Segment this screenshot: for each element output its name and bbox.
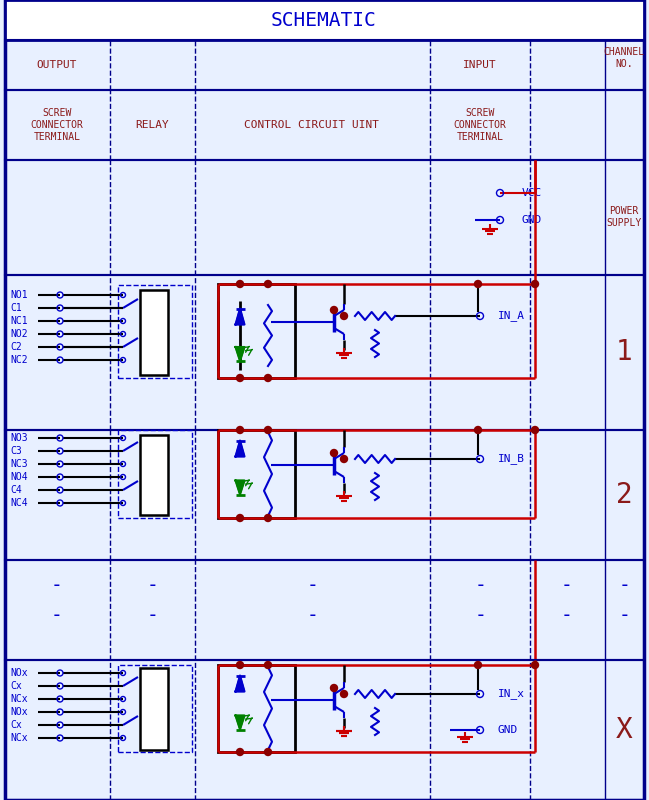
- Text: NCx: NCx: [10, 733, 28, 743]
- Circle shape: [532, 662, 539, 669]
- Circle shape: [236, 514, 243, 522]
- Polygon shape: [236, 347, 245, 361]
- Circle shape: [265, 514, 271, 522]
- Text: IN_A: IN_A: [498, 310, 525, 322]
- Text: CHANNEL
NO.: CHANNEL NO.: [604, 47, 644, 69]
- Text: NC1: NC1: [10, 316, 28, 326]
- Text: NC2: NC2: [10, 355, 28, 365]
- Text: 1: 1: [616, 338, 632, 366]
- Circle shape: [265, 374, 271, 382]
- Circle shape: [236, 374, 243, 382]
- Text: C3: C3: [10, 446, 22, 456]
- Bar: [118, 285, 192, 378]
- Text: OUTPUT: OUTPUT: [37, 60, 77, 70]
- Text: C4: C4: [10, 485, 22, 495]
- Circle shape: [532, 281, 539, 287]
- Circle shape: [341, 313, 347, 319]
- Text: -: -: [146, 575, 158, 594]
- Text: Cx: Cx: [10, 720, 22, 730]
- Circle shape: [474, 662, 482, 669]
- Circle shape: [265, 281, 271, 287]
- Text: GND: GND: [498, 725, 519, 735]
- Text: -: -: [618, 606, 630, 625]
- Polygon shape: [236, 441, 245, 457]
- Text: X: X: [616, 716, 632, 744]
- Bar: [5, 90, 644, 160]
- Text: -: -: [474, 606, 486, 625]
- Text: NC4: NC4: [10, 498, 28, 508]
- Bar: [5, 40, 644, 90]
- Circle shape: [474, 281, 482, 287]
- Circle shape: [236, 281, 243, 287]
- Circle shape: [341, 690, 347, 698]
- Circle shape: [330, 450, 337, 457]
- Circle shape: [265, 662, 271, 669]
- Circle shape: [330, 685, 337, 691]
- Bar: [5, 160, 644, 275]
- Bar: [5, 560, 644, 660]
- Bar: [5, 275, 644, 430]
- Text: IN_x: IN_x: [498, 689, 525, 699]
- Text: NOx: NOx: [10, 707, 28, 717]
- Text: IN_B: IN_B: [498, 454, 525, 465]
- Text: SCREW
CONNECTOR
TERMINAL: SCREW CONNECTOR TERMINAL: [454, 108, 506, 142]
- Text: Cx: Cx: [10, 681, 22, 691]
- Text: -: -: [306, 606, 318, 625]
- Polygon shape: [236, 481, 245, 494]
- Text: NO3: NO3: [10, 433, 28, 443]
- Text: SCHEMATIC: SCHEMATIC: [271, 10, 377, 30]
- Circle shape: [474, 426, 482, 434]
- Text: SCREW
CONNECTOR
TERMINAL: SCREW CONNECTOR TERMINAL: [31, 108, 84, 142]
- Bar: [5, 430, 644, 560]
- Text: CONTROL CIRCUIT UINT: CONTROL CIRCUIT UINT: [245, 120, 380, 130]
- Text: NO2: NO2: [10, 329, 28, 339]
- Bar: [218, 665, 295, 752]
- Bar: [218, 284, 295, 378]
- Text: NO1: NO1: [10, 290, 28, 300]
- Text: NC3: NC3: [10, 459, 28, 469]
- Polygon shape: [236, 675, 245, 691]
- Text: GND: GND: [522, 215, 543, 225]
- Text: POWER
SUPPLY: POWER SUPPLY: [606, 206, 642, 228]
- Text: -: -: [51, 575, 63, 594]
- Text: -: -: [561, 606, 573, 625]
- Circle shape: [265, 426, 271, 434]
- Text: 2: 2: [616, 481, 632, 509]
- Bar: [118, 665, 192, 752]
- Text: -: -: [561, 575, 573, 594]
- Text: -: -: [146, 606, 158, 625]
- Circle shape: [532, 426, 539, 434]
- Text: RELAY: RELAY: [135, 120, 169, 130]
- Polygon shape: [236, 309, 245, 325]
- Bar: [118, 430, 192, 518]
- Text: -: -: [618, 575, 630, 594]
- Bar: [140, 290, 168, 375]
- Bar: [218, 430, 295, 518]
- Circle shape: [265, 749, 271, 755]
- Circle shape: [236, 426, 243, 434]
- Circle shape: [236, 749, 243, 755]
- Text: VCC: VCC: [522, 188, 543, 198]
- Bar: [5, 0, 644, 40]
- Text: C1: C1: [10, 303, 22, 313]
- Bar: [140, 435, 168, 515]
- Text: -: -: [306, 575, 318, 594]
- Circle shape: [341, 455, 347, 462]
- Text: INPUT: INPUT: [463, 60, 497, 70]
- Circle shape: [330, 306, 337, 314]
- Bar: [5, 660, 644, 800]
- Circle shape: [236, 662, 243, 669]
- Text: NOx: NOx: [10, 668, 28, 678]
- Polygon shape: [236, 715, 245, 730]
- Text: NCx: NCx: [10, 694, 28, 704]
- Bar: [140, 668, 168, 750]
- Text: C2: C2: [10, 342, 22, 352]
- Text: -: -: [51, 606, 63, 625]
- Text: NO4: NO4: [10, 472, 28, 482]
- Text: -: -: [474, 575, 486, 594]
